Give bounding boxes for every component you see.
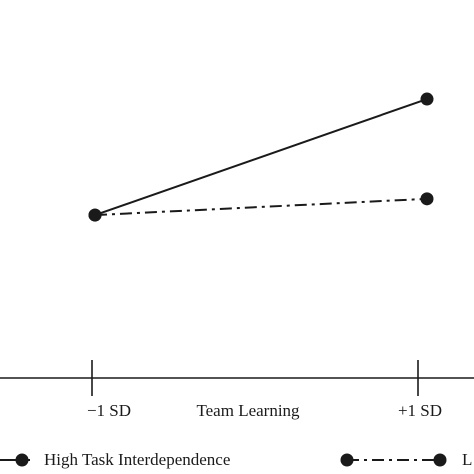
legend-label: L xyxy=(462,450,472,469)
data-point xyxy=(88,208,102,222)
legend-marker xyxy=(340,453,354,467)
legend-label: High Task Interdependence xyxy=(44,450,230,469)
series-line xyxy=(94,98,428,217)
data-point xyxy=(420,92,434,106)
x-axis-title: Team Learning xyxy=(196,401,300,420)
x-tick-label: +1 SD xyxy=(398,401,442,420)
legend-marker xyxy=(15,453,29,467)
data-point xyxy=(420,192,434,206)
legend-marker xyxy=(433,453,447,467)
x-tick-label: −1 SD xyxy=(87,401,131,420)
series-line xyxy=(94,197,428,217)
